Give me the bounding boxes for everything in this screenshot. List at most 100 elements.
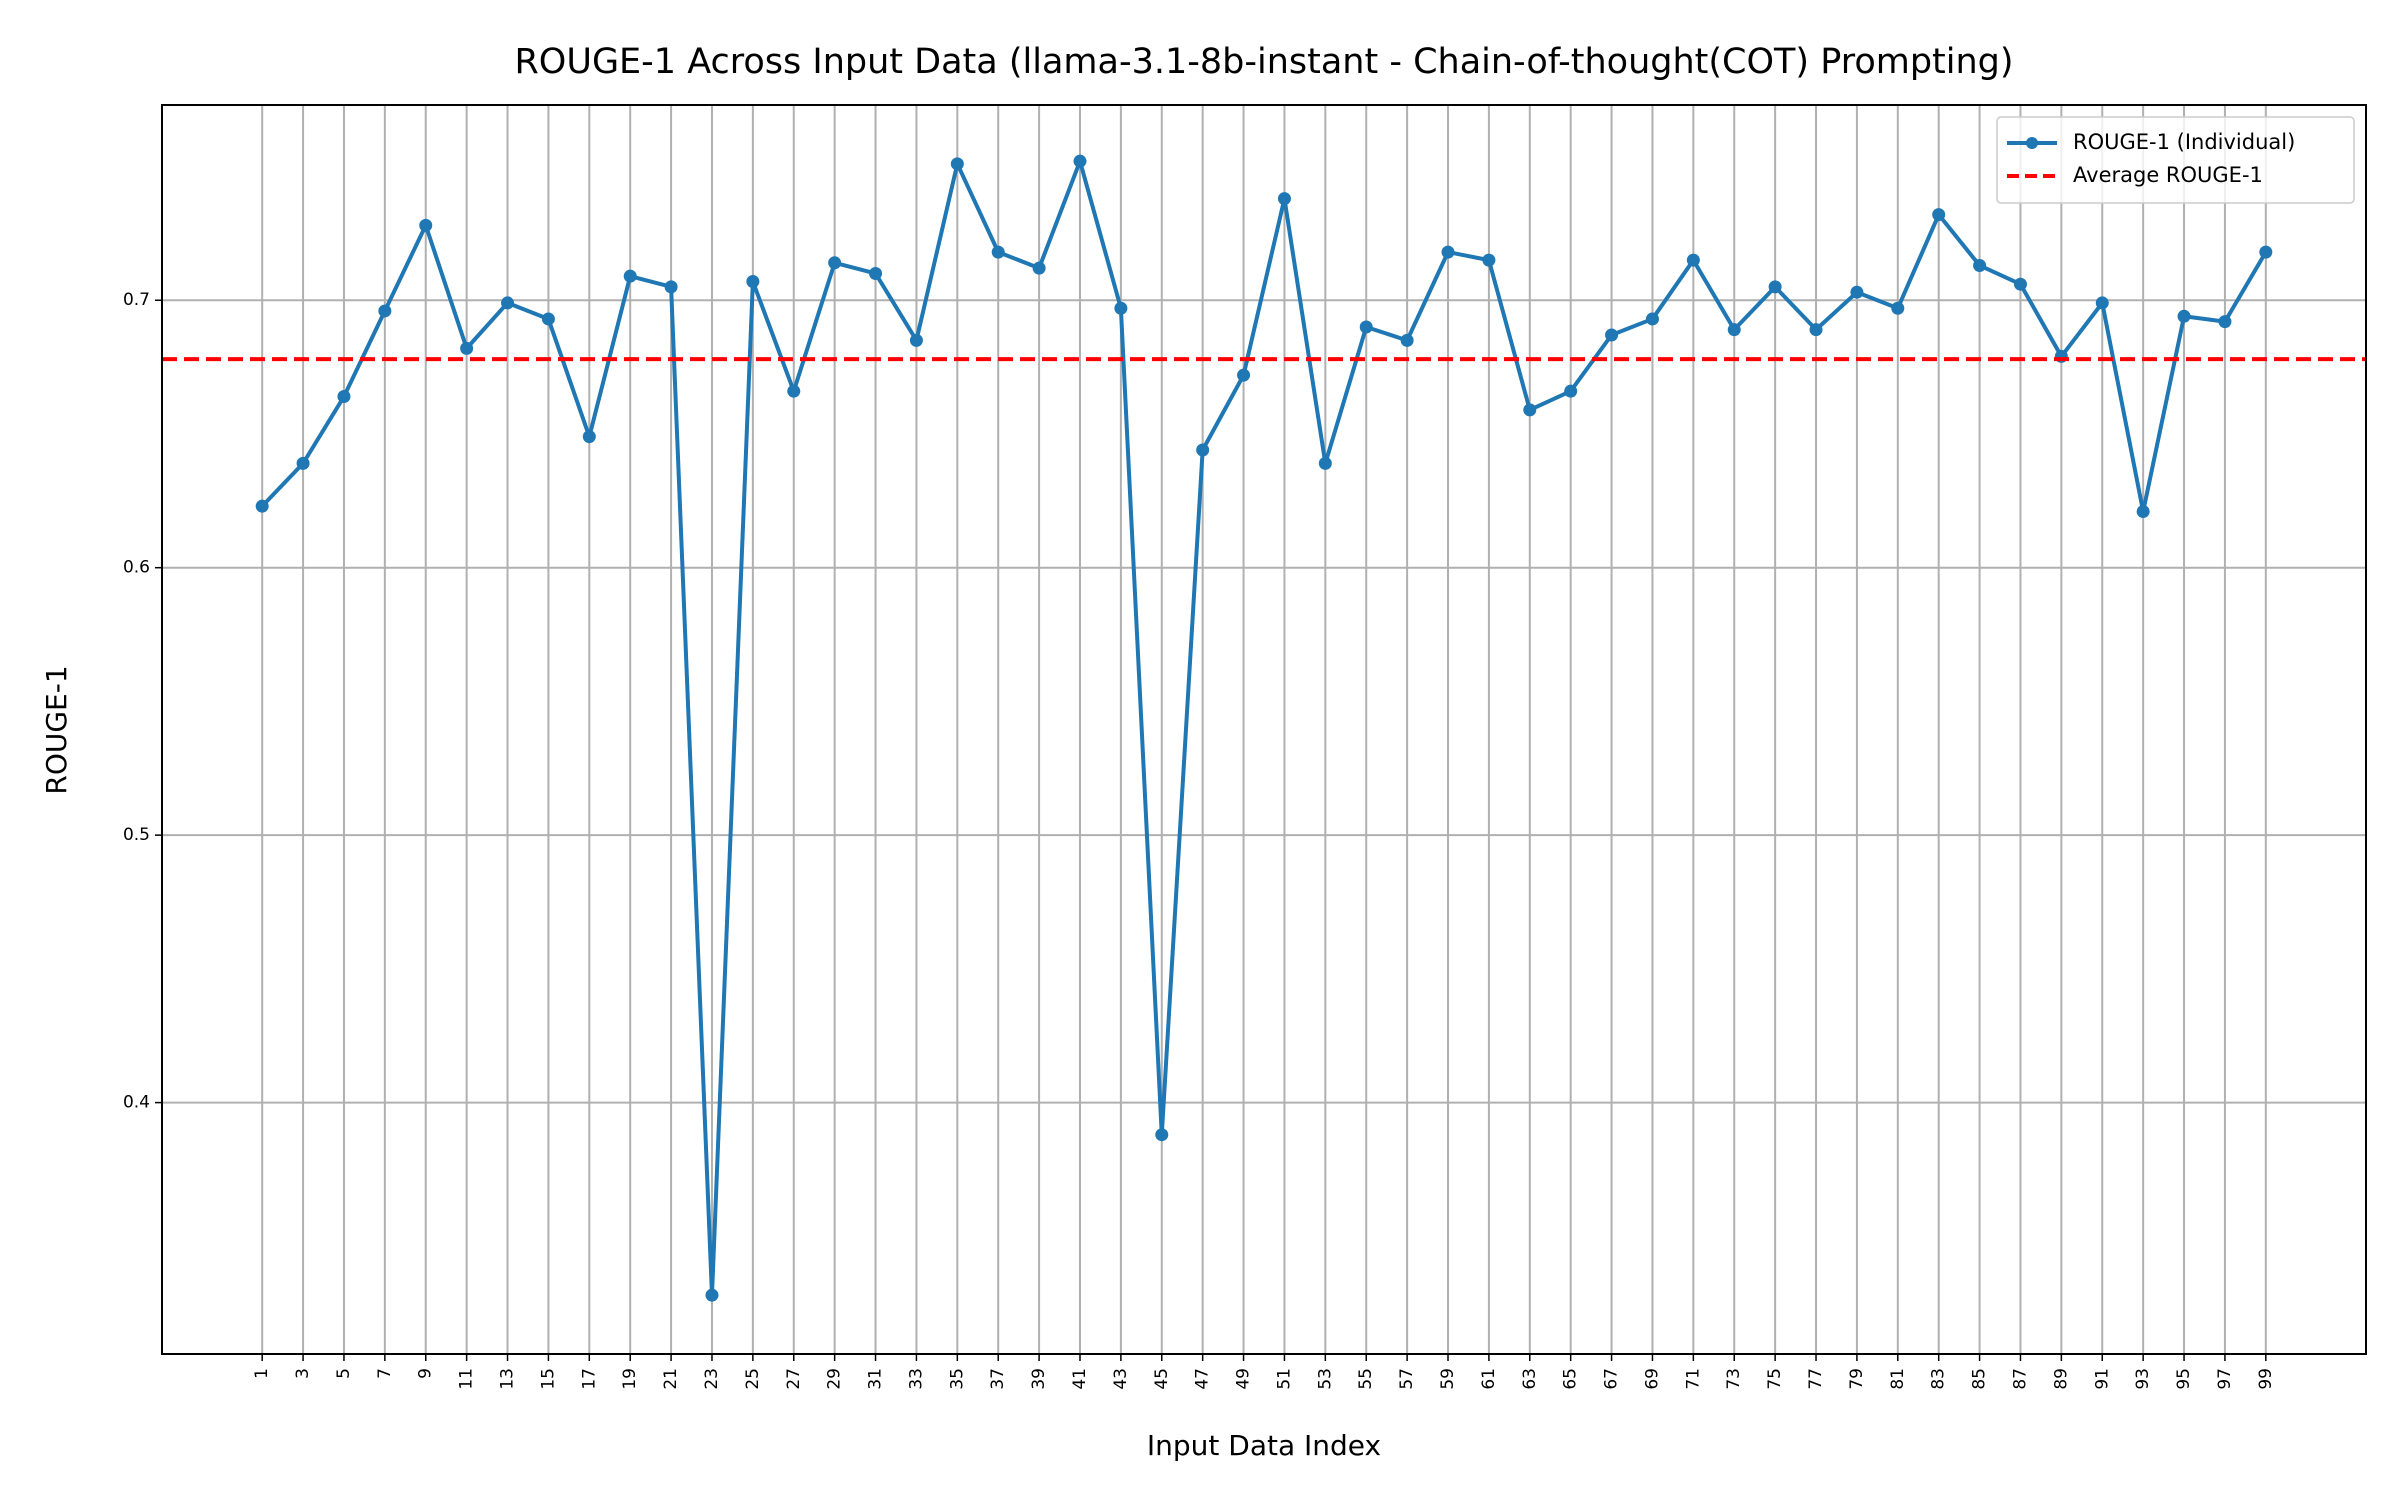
x-tick-label: 53	[1315, 1368, 1335, 1390]
data-point	[255, 499, 269, 513]
x-tick-label: 97	[2215, 1368, 2235, 1390]
x-tick-label: 3	[293, 1368, 313, 1379]
y-tick-label: 0.7	[123, 290, 150, 310]
x-tick-label: 79	[1847, 1368, 1867, 1390]
data-point	[1891, 301, 1905, 315]
x-tick-label: 7	[375, 1368, 395, 1379]
legend-label: Average ROUGE-1	[2073, 163, 2263, 187]
data-point	[664, 280, 678, 294]
x-tick-label: 61	[1479, 1368, 1499, 1390]
data-point	[1155, 1128, 1169, 1142]
legend-marker	[2026, 137, 2038, 149]
x-tick-label: 13	[498, 1368, 518, 1390]
x-tick-label: 49	[1234, 1368, 1254, 1390]
x-tick-label: 87	[2010, 1368, 2030, 1390]
data-point	[1727, 323, 1741, 337]
x-tick-label: 75	[1765, 1368, 1785, 1390]
data-point	[869, 266, 883, 280]
x-tick-label: 47	[1193, 1368, 1213, 1390]
y-axis-label: ROUGE-1	[40, 665, 73, 794]
data-point	[1809, 323, 1823, 337]
data-point	[1237, 368, 1251, 382]
x-tick-label: 39	[1029, 1368, 1049, 1390]
x-tick-label: 55	[1356, 1368, 1376, 1390]
data-point	[2013, 277, 2027, 291]
x-tick-label: 67	[1602, 1368, 1622, 1390]
plot-frame	[161, 104, 2367, 1355]
data-point	[1973, 258, 1987, 272]
x-tick-label: 85	[1970, 1368, 1990, 1390]
x-axis-label: Input Data Index	[1147, 1429, 1381, 1462]
chart-title: ROUGE-1 Across Input Data (llama-3.1-8b-…	[514, 42, 2013, 82]
data-point	[296, 456, 310, 470]
data-point	[541, 312, 555, 326]
x-tick-label: 91	[2092, 1368, 2112, 1390]
data-point	[1564, 384, 1578, 398]
data-point	[1277, 192, 1291, 206]
x-tick-label: 31	[866, 1368, 886, 1390]
x-tick-label: 51	[1274, 1368, 1294, 1390]
legend-label: ROUGE-1 (Individual)	[2073, 130, 2295, 154]
x-tick-label: 5	[334, 1368, 354, 1379]
data-point	[2095, 296, 2109, 310]
data-point	[909, 333, 923, 347]
data-point	[1359, 320, 1373, 334]
data-point	[2259, 245, 2273, 259]
x-tick-label: 33	[906, 1368, 926, 1390]
data-point	[2136, 505, 2150, 519]
x-tick-label: 77	[1806, 1368, 1826, 1390]
x-tick-label: 63	[1520, 1368, 1540, 1390]
x-tick-label: 35	[947, 1368, 967, 1390]
x-tick-label: 43	[1111, 1368, 1131, 1390]
data-point	[1114, 301, 1128, 315]
data-point	[746, 275, 760, 289]
y-tick-label: 0.4	[123, 1093, 150, 1113]
data-point	[1073, 154, 1087, 168]
data-point	[991, 245, 1005, 259]
x-tick-label: 45	[1152, 1368, 1172, 1390]
data-point	[2218, 315, 2232, 329]
x-tick-label: 73	[1724, 1368, 1744, 1390]
x-tick-label: 27	[784, 1368, 804, 1390]
data-point	[582, 430, 596, 444]
x-tick-label: 83	[1929, 1368, 1949, 1390]
x-tick-label: 11	[457, 1368, 477, 1390]
x-tick-label: 81	[1888, 1368, 1908, 1390]
data-point	[501, 296, 515, 310]
data-point	[1482, 253, 1496, 267]
data-point	[1605, 328, 1619, 342]
data-point	[1768, 280, 1782, 294]
legend: ROUGE-1 (Individual) Average ROUGE-1	[1996, 116, 2355, 204]
data-point	[378, 304, 392, 318]
data-point	[337, 390, 351, 404]
data-point	[828, 256, 842, 270]
x-tick-label: 65	[1561, 1368, 1581, 1390]
legend-box	[1996, 116, 2355, 204]
x-tick-label: 23	[702, 1368, 722, 1390]
data-line	[260, 159, 2268, 1298]
data-point	[1850, 285, 1864, 299]
x-tick-label: 95	[2174, 1368, 2194, 1390]
data-point	[1523, 403, 1537, 417]
data-point	[1196, 443, 1210, 457]
data-point	[1932, 208, 1946, 222]
x-tick-label: 9	[416, 1368, 436, 1379]
x-tick-label: 17	[579, 1368, 599, 1390]
x-tick-label: 29	[825, 1368, 845, 1390]
y-tick-label: 0.6	[123, 558, 150, 578]
x-tick-label: 19	[620, 1368, 640, 1390]
x-tick-label: 71	[1683, 1368, 1703, 1390]
x-tick-label: 1	[252, 1368, 272, 1379]
x-tick-label: 93	[2133, 1368, 2153, 1390]
x-tick-label: 15	[538, 1368, 558, 1390]
x-tick-label: 89	[2051, 1368, 2071, 1390]
x-tick-label: 25	[743, 1368, 763, 1390]
data-point	[1645, 312, 1659, 326]
x-tick-label: 69	[1642, 1368, 1662, 1390]
x-tick-label: 99	[2256, 1368, 2276, 1390]
data-point	[950, 157, 964, 171]
x-tick-label: 37	[988, 1368, 1008, 1390]
data-point	[1032, 261, 1046, 275]
